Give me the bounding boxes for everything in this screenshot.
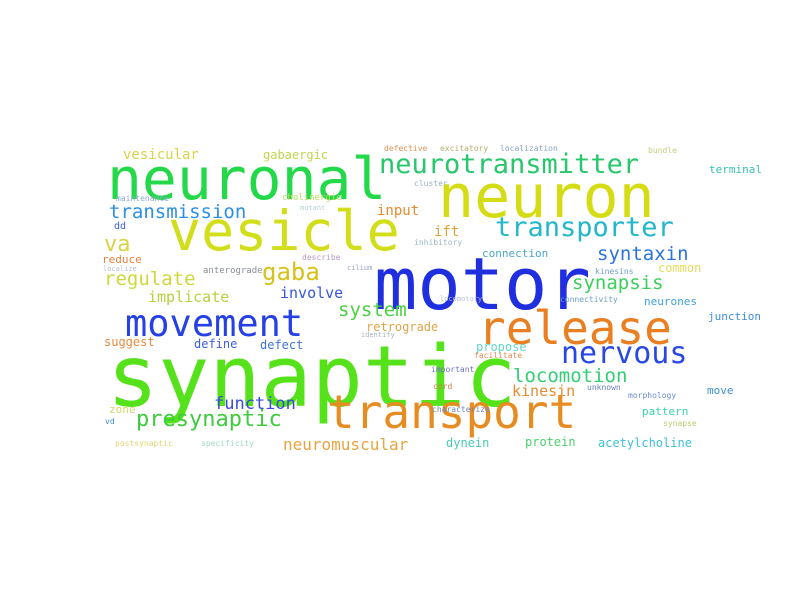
- cloud-word: zone: [109, 403, 136, 416]
- cloud-word: motor: [374, 242, 591, 326]
- cloud-word: transporter: [495, 212, 674, 243]
- cloud-word: cholinergic: [282, 193, 342, 203]
- cloud-word: pattern: [642, 405, 689, 418]
- cloud-word: junction: [708, 310, 761, 323]
- cloud-word: transport: [327, 385, 577, 439]
- cloud-word: function: [214, 394, 296, 414]
- cloud-word: vesicle: [168, 199, 400, 263]
- cloud-word: define: [194, 337, 238, 351]
- cloud-word: cord: [433, 382, 453, 391]
- cloud-word: kinesins: [595, 267, 634, 276]
- cloud-word: synapsis: [572, 272, 664, 294]
- cloud-word: locomotion: [513, 365, 628, 387]
- cloud-word: neuron: [438, 162, 655, 232]
- cloud-word: synapse: [663, 419, 697, 428]
- cloud-word: propose: [476, 340, 527, 354]
- cloud-word: release: [478, 301, 672, 355]
- cloud-word: vesicular: [123, 147, 199, 163]
- cloud-word: involve: [280, 284, 344, 302]
- cloud-word: bundle: [648, 146, 677, 155]
- cloud-word: mutant: [300, 204, 326, 212]
- cloud-word: presynaptic: [136, 407, 282, 432]
- cloud-word: important: [431, 365, 475, 374]
- cloud-word: protein: [525, 435, 576, 449]
- cloud-word: unknown: [587, 383, 621, 392]
- cloud-word: neurotransmitter: [379, 149, 640, 180]
- cloud-word: input: [377, 203, 420, 219]
- cloud-word: common: [658, 261, 702, 275]
- cloud-word: neuromuscular: [283, 435, 409, 454]
- cloud-word: inhibitory: [414, 238, 463, 247]
- cloud-word: neurones: [644, 295, 697, 308]
- cloud-word: gaba: [262, 258, 320, 286]
- cloud-word: acetylcholine: [598, 436, 692, 450]
- cloud-word: syntaxin: [597, 243, 689, 265]
- cloud-word: ift: [434, 224, 460, 240]
- cloud-word: retrograde: [366, 320, 439, 334]
- cloud-word: regulate: [104, 268, 196, 290]
- cloud-word: kinesin: [512, 382, 576, 400]
- cloud-word: transmission: [109, 201, 247, 223]
- cloud-word: gabaergic: [263, 148, 329, 162]
- cloud-word: terminal: [709, 163, 762, 176]
- cloud-word: suggest: [104, 335, 155, 349]
- cloud-word: excitatory: [440, 144, 489, 153]
- cloud-word: vd: [105, 417, 115, 426]
- cloud-word: neuronal: [107, 145, 387, 213]
- cloud-word: localize: [103, 265, 137, 273]
- cloud-word: cluster: [414, 179, 448, 188]
- cloud-word: nervous: [561, 336, 688, 371]
- cloud-word: move: [707, 384, 734, 397]
- cloud-word: dd: [114, 221, 127, 232]
- cloud-word: defective: [384, 144, 428, 153]
- cloud-word: reduce: [102, 253, 142, 266]
- cloud-word: connection: [482, 247, 549, 260]
- cloud-word: identify: [361, 331, 395, 339]
- cloud-word: specificity: [201, 439, 254, 448]
- cloud-word: facilitate: [474, 351, 523, 360]
- cloud-word: characterize: [432, 405, 490, 414]
- cloud-word: connectivity: [560, 295, 618, 304]
- cloud-word: dynein: [446, 436, 490, 450]
- cloud-word: movement: [125, 302, 304, 345]
- cloud-word: defect: [260, 338, 304, 352]
- cloud-word: describe: [302, 253, 341, 262]
- cloud-word: system: [338, 299, 407, 321]
- cloud-word: maintenance: [116, 194, 169, 203]
- cloud-word: localization: [500, 144, 558, 153]
- cloud-word: va: [104, 232, 131, 257]
- cloud-word: anterograde: [203, 266, 263, 276]
- cloud-word: implicate: [148, 288, 230, 306]
- cloud-word: cilium: [347, 264, 373, 272]
- cloud-word: synaptic: [107, 328, 517, 427]
- cloud-word: postsynaptic: [115, 439, 173, 448]
- cloud-word: locomotory: [440, 295, 483, 303]
- cloud-word: morphology: [628, 391, 677, 400]
